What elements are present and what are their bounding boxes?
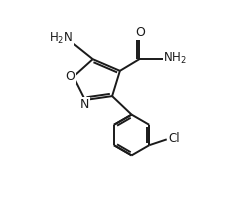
- Text: O: O: [134, 26, 144, 39]
- Text: H$_2$N: H$_2$N: [49, 31, 73, 46]
- Text: NH$_2$: NH$_2$: [163, 51, 186, 66]
- Text: O: O: [64, 70, 74, 83]
- Text: Cl: Cl: [167, 132, 179, 145]
- Text: N: N: [79, 98, 89, 111]
